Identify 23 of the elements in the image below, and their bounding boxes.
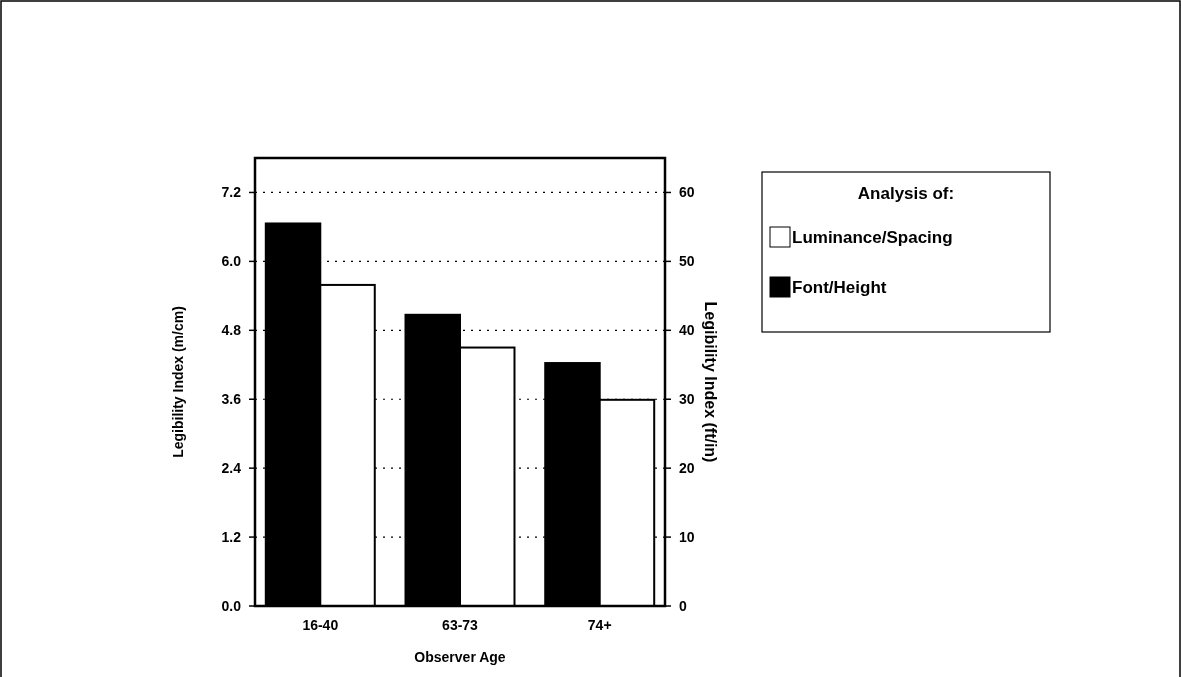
x-axis-title: Observer Age bbox=[414, 649, 506, 665]
y2-tick-label: 30 bbox=[679, 391, 695, 408]
y2-tick-label: 10 bbox=[679, 528, 695, 545]
y2-tick-label: 0 bbox=[679, 597, 687, 614]
y2-tick-label: 60 bbox=[679, 184, 695, 201]
y-tick-label: 6.0 bbox=[221, 253, 242, 270]
y2-tick-label: 20 bbox=[679, 460, 695, 477]
x-tick-label: 16-40 bbox=[302, 617, 339, 633]
legend-label: Font/Height bbox=[792, 277, 887, 297]
y-tick-label: 2.4 bbox=[221, 460, 242, 477]
y2-tick-label: 40 bbox=[679, 322, 695, 339]
x-tick-label: 63-73 bbox=[442, 617, 479, 633]
y-tick-label: 4.8 bbox=[221, 322, 242, 339]
legend-label: Luminance/Spacing bbox=[792, 227, 953, 247]
y-axis-title: Legibility Index (m/cm) bbox=[170, 306, 186, 458]
y-tick-label: 1.2 bbox=[221, 528, 242, 545]
y-tick-label: 3.6 bbox=[221, 391, 242, 408]
y-tick-label: 7.2 bbox=[221, 184, 242, 201]
y-tick-label: 0.0 bbox=[221, 597, 242, 614]
x-tick-label: 74+ bbox=[587, 617, 612, 633]
y2-tick-label: 50 bbox=[679, 253, 695, 270]
y2-axis-title: Legibility Index (ft/in) bbox=[702, 301, 719, 463]
legend-title: Analysis of: bbox=[857, 184, 955, 203]
